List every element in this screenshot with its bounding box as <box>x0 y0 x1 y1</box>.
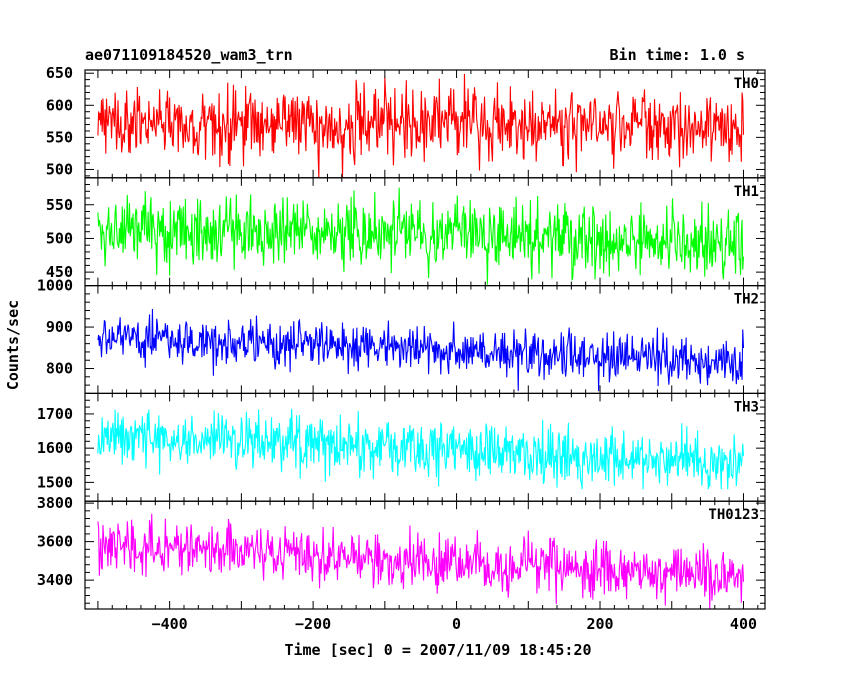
y-tick-label-th2: 800 <box>46 360 73 378</box>
series-line-th0 <box>97 73 745 178</box>
y-tick-label-th1: 550 <box>46 196 73 214</box>
y-tick-label-th3: 1700 <box>37 405 73 423</box>
panel-label-th3: TH3 <box>734 399 759 415</box>
y-tick-label-th0: 600 <box>46 96 73 114</box>
chart-title: ae071109184520_wam3_trn <box>85 46 293 64</box>
y-tick-label-th0: 500 <box>46 160 73 178</box>
bin-time-label: Bin time: 1.0 s <box>610 46 745 64</box>
x-tick-label: 0 <box>452 615 461 633</box>
x-tick-label: 200 <box>586 615 613 633</box>
panel-label-th2: TH2 <box>734 292 759 308</box>
series-line-th3 <box>97 408 745 490</box>
x-tick-label: −200 <box>295 615 331 633</box>
y-axis-label: Counts/sec <box>4 300 22 390</box>
y-tick-label-th1: 500 <box>46 229 73 247</box>
series-line-th1 <box>97 187 745 285</box>
x-tick-label: 400 <box>730 615 757 633</box>
y-tick-label-th2: 1000 <box>37 277 73 295</box>
y-tick-label-th0123: 3600 <box>37 533 73 551</box>
y-tick-label-th0123: 3800 <box>37 494 73 512</box>
y-tick-label-th3: 1600 <box>37 439 73 457</box>
series-line-th0123 <box>97 513 745 610</box>
panel-frame-th0123 <box>84 500 766 610</box>
x-axis-label: Time [sec] 0 = 2007/11/09 18:45:20 <box>284 641 591 659</box>
panel-label-th0: TH0 <box>734 76 759 92</box>
x-tick-label: −400 <box>152 615 188 633</box>
panel-label-th1: TH1 <box>734 184 759 200</box>
panels-group: 500 550 600 650 TH0 450 500 550 TH1 800 900 1000 TH2… <box>37 64 766 633</box>
y-tick-label-th2: 900 <box>46 318 73 336</box>
y-tick-label-th0: 650 <box>46 64 73 82</box>
series-line-th2 <box>97 308 745 392</box>
panel-label-th0123: TH0123 <box>708 507 759 523</box>
y-tick-label-th3: 1500 <box>37 473 73 491</box>
y-tick-label-th0123: 3400 <box>37 571 73 589</box>
y-tick-label-th0: 550 <box>46 128 73 146</box>
y-tick-label-th1: 450 <box>46 263 73 281</box>
